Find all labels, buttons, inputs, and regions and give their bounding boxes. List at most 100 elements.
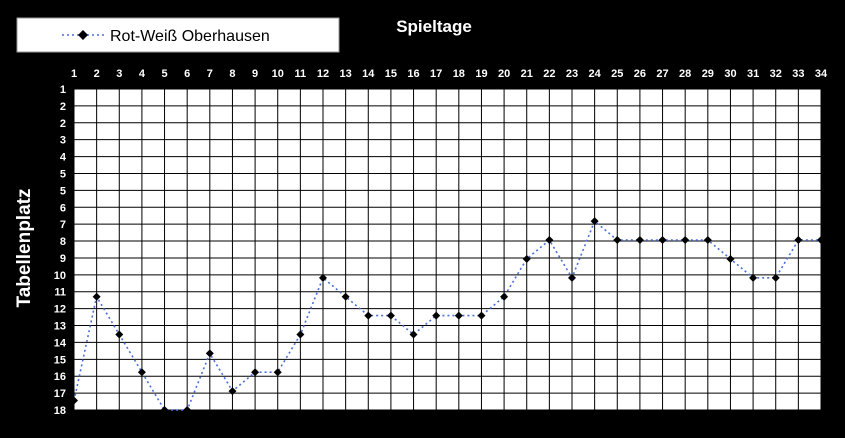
data-point-marker bbox=[726, 254, 735, 263]
data-point-marker bbox=[341, 292, 350, 301]
grid bbox=[73, 88, 822, 411]
y-tick-label: 9 bbox=[60, 253, 66, 265]
y-tick-label: 8 bbox=[60, 236, 66, 248]
x-tick-label: 5 bbox=[161, 68, 167, 80]
data-point-marker bbox=[92, 292, 101, 301]
y-tick-label: 3 bbox=[60, 135, 66, 147]
data-point-marker bbox=[545, 236, 554, 245]
y-tick-label: 7 bbox=[60, 219, 66, 231]
x-tick-label: 16 bbox=[407, 68, 419, 80]
x-tick-label: 31 bbox=[747, 68, 759, 80]
data-point-marker bbox=[454, 311, 463, 320]
x-tick-label: 15 bbox=[385, 68, 397, 80]
y-tick-label: 5 bbox=[60, 168, 66, 180]
x-tick-label: 23 bbox=[566, 68, 578, 80]
y-tick-label: 1 bbox=[60, 84, 66, 96]
data-point-marker bbox=[613, 236, 622, 245]
data-point-marker bbox=[183, 406, 192, 414]
data-point-marker bbox=[817, 236, 825, 245]
y-tick-label: 18 bbox=[54, 405, 66, 417]
data-point-marker bbox=[658, 236, 667, 245]
x-tick-label: 30 bbox=[724, 68, 736, 80]
x-tick-label: 24 bbox=[589, 68, 602, 80]
x-tick-label: 7 bbox=[207, 68, 213, 80]
data-point-marker bbox=[319, 273, 327, 282]
x-tick-label: 3 bbox=[116, 68, 122, 80]
data-point-marker bbox=[794, 236, 803, 245]
x-tick-label: 20 bbox=[498, 68, 510, 80]
data-point-marker bbox=[364, 311, 373, 320]
y-tick-label: 12 bbox=[54, 304, 66, 316]
y-tick-label: 6 bbox=[60, 202, 66, 214]
x-tick-label: 28 bbox=[679, 68, 691, 80]
x-tick-label: 4 bbox=[139, 68, 146, 80]
x-tick-label: 6 bbox=[184, 68, 190, 80]
data-point-marker bbox=[160, 406, 169, 414]
data-point-marker bbox=[251, 368, 260, 377]
x-tick-label: 27 bbox=[656, 68, 668, 80]
y-tick-label: 14 bbox=[54, 337, 67, 349]
chart-title: Spieltage bbox=[396, 17, 472, 36]
x-tick-label: 18 bbox=[453, 68, 465, 80]
data-point-marker bbox=[477, 311, 486, 320]
y-tick-label: 5 bbox=[60, 185, 66, 197]
data-point-marker bbox=[681, 236, 690, 245]
data-point-marker bbox=[749, 273, 758, 282]
x-tick-label: 25 bbox=[611, 68, 623, 80]
x-tick-label: 29 bbox=[702, 68, 714, 80]
data-point-marker bbox=[296, 330, 305, 339]
legend: Rot-Weiß Oberhausen bbox=[16, 17, 340, 53]
data-point-marker bbox=[500, 292, 509, 301]
x-tick-label: 12 bbox=[317, 68, 329, 80]
data-point-marker bbox=[522, 254, 531, 263]
data-point-marker bbox=[386, 311, 395, 320]
y-tick-label: 10 bbox=[54, 270, 66, 282]
data-point-marker bbox=[228, 387, 237, 396]
data-point-marker bbox=[432, 311, 441, 320]
x-tick-label: 2 bbox=[94, 68, 100, 80]
x-tick-label: 21 bbox=[521, 68, 533, 80]
data-point-marker bbox=[115, 330, 124, 339]
y-tick-label: 17 bbox=[54, 388, 66, 400]
data-point-marker bbox=[273, 368, 282, 377]
y-tick-label: 15 bbox=[54, 354, 66, 366]
x-tick-label: 1 bbox=[71, 68, 77, 80]
series-line-rot-weiss-oberhausen bbox=[73, 219, 821, 411]
plot-area bbox=[74, 89, 821, 410]
legend-box bbox=[16, 17, 340, 53]
x-tick-label: 13 bbox=[340, 68, 352, 80]
x-tick-label: 14 bbox=[362, 68, 375, 80]
data-point-marker bbox=[137, 368, 146, 377]
x-tick-label: 32 bbox=[770, 68, 782, 80]
x-tick-label: 10 bbox=[272, 68, 284, 80]
y-axis-label: Tabellenplatz bbox=[14, 189, 35, 308]
y-tick-label: 11 bbox=[54, 287, 66, 299]
legend-marker-diamond-icon bbox=[78, 30, 88, 40]
data-point-marker bbox=[703, 236, 712, 245]
data-point-marker bbox=[771, 273, 780, 282]
x-tick-label: 9 bbox=[252, 68, 258, 80]
y-tick-label: 16 bbox=[54, 371, 66, 383]
x-tick-label: 26 bbox=[634, 68, 646, 80]
data-point-marker bbox=[409, 330, 418, 339]
series-markers bbox=[70, 217, 825, 414]
x-tick-label: 22 bbox=[543, 68, 555, 80]
x-tick-label: 11 bbox=[295, 68, 307, 80]
x-tick-label: 17 bbox=[430, 68, 442, 80]
legend-entry-label: Rot-Weiß Oberhausen bbox=[110, 28, 270, 45]
data-point-marker bbox=[568, 273, 576, 282]
y-tick-label: 2 bbox=[60, 118, 66, 130]
x-tick-label: 8 bbox=[229, 68, 235, 80]
data-point-marker bbox=[70, 396, 78, 405]
y-tick-label: 13 bbox=[54, 321, 66, 333]
x-tick-label: 34 bbox=[815, 68, 828, 80]
x-tick-labels: 1 2 3 4 5 6 7 8 9 10 11 12 13 14 15 16 17 18 19 20 21 22 23 24 2… bbox=[71, 68, 828, 80]
y-tick-label: 2 bbox=[60, 101, 66, 113]
data-point-marker bbox=[590, 217, 599, 226]
data-point-marker bbox=[205, 349, 214, 358]
x-tick-label: 19 bbox=[475, 68, 487, 80]
y-tick-label: 4 bbox=[60, 152, 67, 164]
data-point-marker bbox=[635, 236, 644, 245]
